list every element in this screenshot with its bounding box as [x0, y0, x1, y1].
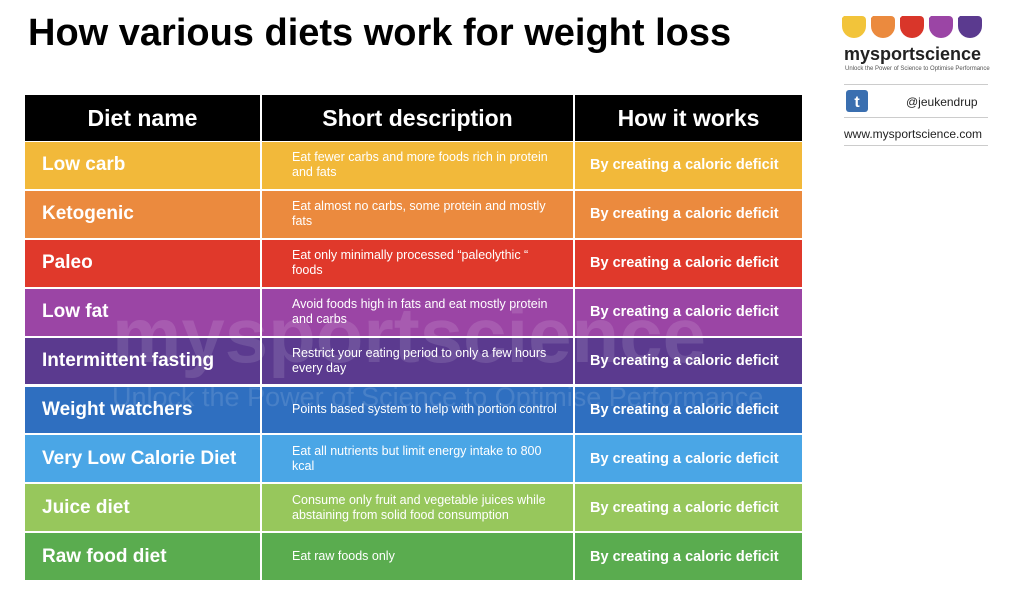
- cell-name: Low carb: [25, 142, 260, 189]
- brand-name: mysportscience: [844, 44, 982, 64]
- twitter-handle: @jeukendrup: [906, 95, 978, 109]
- cell-desc: Eat raw foods only: [262, 533, 573, 581]
- cell-desc: Points based system to help with portion…: [262, 386, 573, 434]
- column-header: How it works: [575, 95, 802, 141]
- brand-tagline: Unlock the Power of Science to Optimise …: [845, 66, 990, 72]
- cell-name: Intermittent fasting: [25, 337, 260, 385]
- divider: [844, 84, 988, 85]
- divider: [844, 145, 988, 146]
- svg-text:t: t: [854, 94, 860, 111]
- cell-how: By creating a caloric deficit: [575, 288, 802, 336]
- cell-how: By creating a caloric deficit: [575, 142, 802, 189]
- cell-desc: Eat only minimally processed “paleolythi…: [262, 239, 573, 287]
- cell-how: By creating a caloric deficit: [575, 386, 802, 434]
- cell-desc: Avoid foods high in fats and eat mostly …: [262, 288, 573, 336]
- cell-how: By creating a caloric deficit: [575, 190, 802, 238]
- cell-name: Very Low Calorie Diet: [25, 435, 260, 483]
- cell-desc: Eat almost no carbs, some protein and mo…: [262, 190, 573, 238]
- cell-name: Low fat: [25, 288, 260, 336]
- url: www.mysportscience.com: [844, 127, 983, 141]
- cell-desc: Restrict your eating period to only a fe…: [262, 337, 573, 385]
- title: How various diets work for weight loss: [28, 12, 732, 54]
- cell-name: Juice diet: [25, 484, 260, 532]
- cell-how: By creating a caloric deficit: [575, 435, 802, 483]
- cell-how: By creating a caloric deficit: [575, 533, 802, 581]
- cell-desc: Eat fewer carbs and more foods rich in p…: [262, 142, 573, 189]
- logo-drops: [842, 16, 982, 38]
- cell-desc: Consume only fruit and vegetable juices …: [262, 484, 573, 532]
- column-header: Diet name: [25, 95, 260, 141]
- cell-how: By creating a caloric deficit: [575, 484, 802, 532]
- cell-name: Weight watchers: [25, 386, 260, 434]
- cell-name: Ketogenic: [25, 190, 260, 238]
- cell-name: Raw food diet: [25, 533, 260, 581]
- cell-desc: Eat all nutrients but limit energy intak…: [262, 435, 573, 483]
- column-header: Short description: [262, 95, 573, 141]
- divider: [844, 117, 988, 118]
- cell-how: By creating a caloric deficit: [575, 337, 802, 385]
- cell-name: Paleo: [25, 239, 260, 287]
- cell-how: By creating a caloric deficit: [575, 239, 802, 287]
- twitter-icon: t: [846, 90, 868, 112]
